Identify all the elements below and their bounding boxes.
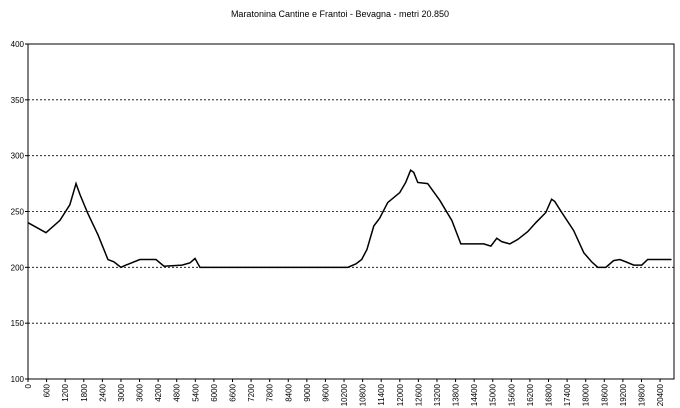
x-tick-label: 18600 (600, 383, 609, 406)
x-tick-label: 17400 (563, 383, 572, 406)
x-tick-label: 2400 (98, 383, 107, 401)
x-tick-label: 7200 (247, 383, 256, 401)
x-tick-label: 7800 (266, 383, 275, 401)
x-tick-label: 19800 (637, 383, 646, 406)
plot-area (27, 43, 675, 380)
y-tick-label: 400 (11, 40, 25, 49)
x-tick-label: 13800 (452, 383, 461, 406)
x-tick-label: 10800 (359, 383, 368, 406)
x-tick-label: 12600 (414, 383, 423, 406)
x-tick-label: 600 (43, 383, 52, 397)
x-tick-label: 15600 (507, 383, 516, 406)
x-tick-label: 5400 (191, 383, 200, 401)
x-tick-label: 18000 (582, 383, 591, 406)
y-tick-label: 100 (11, 375, 25, 384)
x-tick-label: 9000 (303, 383, 312, 401)
y-tick-label: 200 (11, 263, 25, 272)
x-tick-label: 1800 (80, 383, 89, 401)
x-tick-label: 3000 (117, 383, 126, 401)
elevation-line (27, 169, 672, 269)
x-tick-label: 0 (24, 383, 33, 388)
y-tick-label: 350 (11, 96, 25, 105)
x-tick-label: 16800 (545, 383, 554, 406)
x-tick-label: 12000 (396, 383, 405, 406)
x-tick-label: 6600 (228, 383, 237, 401)
x-tick-label: 8400 (284, 383, 293, 401)
x-tick-label: 19200 (619, 383, 628, 406)
x-tick-label: 6000 (210, 383, 219, 401)
x-tick-label: 11400 (377, 383, 386, 405)
x-tick-label: 9600 (321, 383, 330, 401)
x-tick-label: 3600 (136, 383, 145, 401)
x-tick-label: 15000 (489, 383, 498, 406)
x-tick-label: 13200 (433, 383, 442, 406)
x-tick-label: 10200 (340, 383, 349, 406)
y-tick-label: 250 (11, 208, 25, 217)
chart-title: Maratonina Cantine e Frantoi - Bevagna -… (231, 9, 449, 19)
x-tick-label: 1200 (61, 383, 70, 401)
y-tick-label: 300 (11, 152, 25, 161)
x-tick-label: 16200 (526, 383, 535, 406)
y-tick-label: 150 (11, 319, 25, 328)
x-tick-label: 4200 (154, 383, 163, 401)
x-tick-label: 20400 (656, 383, 665, 406)
x-tick-label: 4800 (173, 383, 182, 401)
x-tick-label: 14400 (470, 383, 479, 406)
